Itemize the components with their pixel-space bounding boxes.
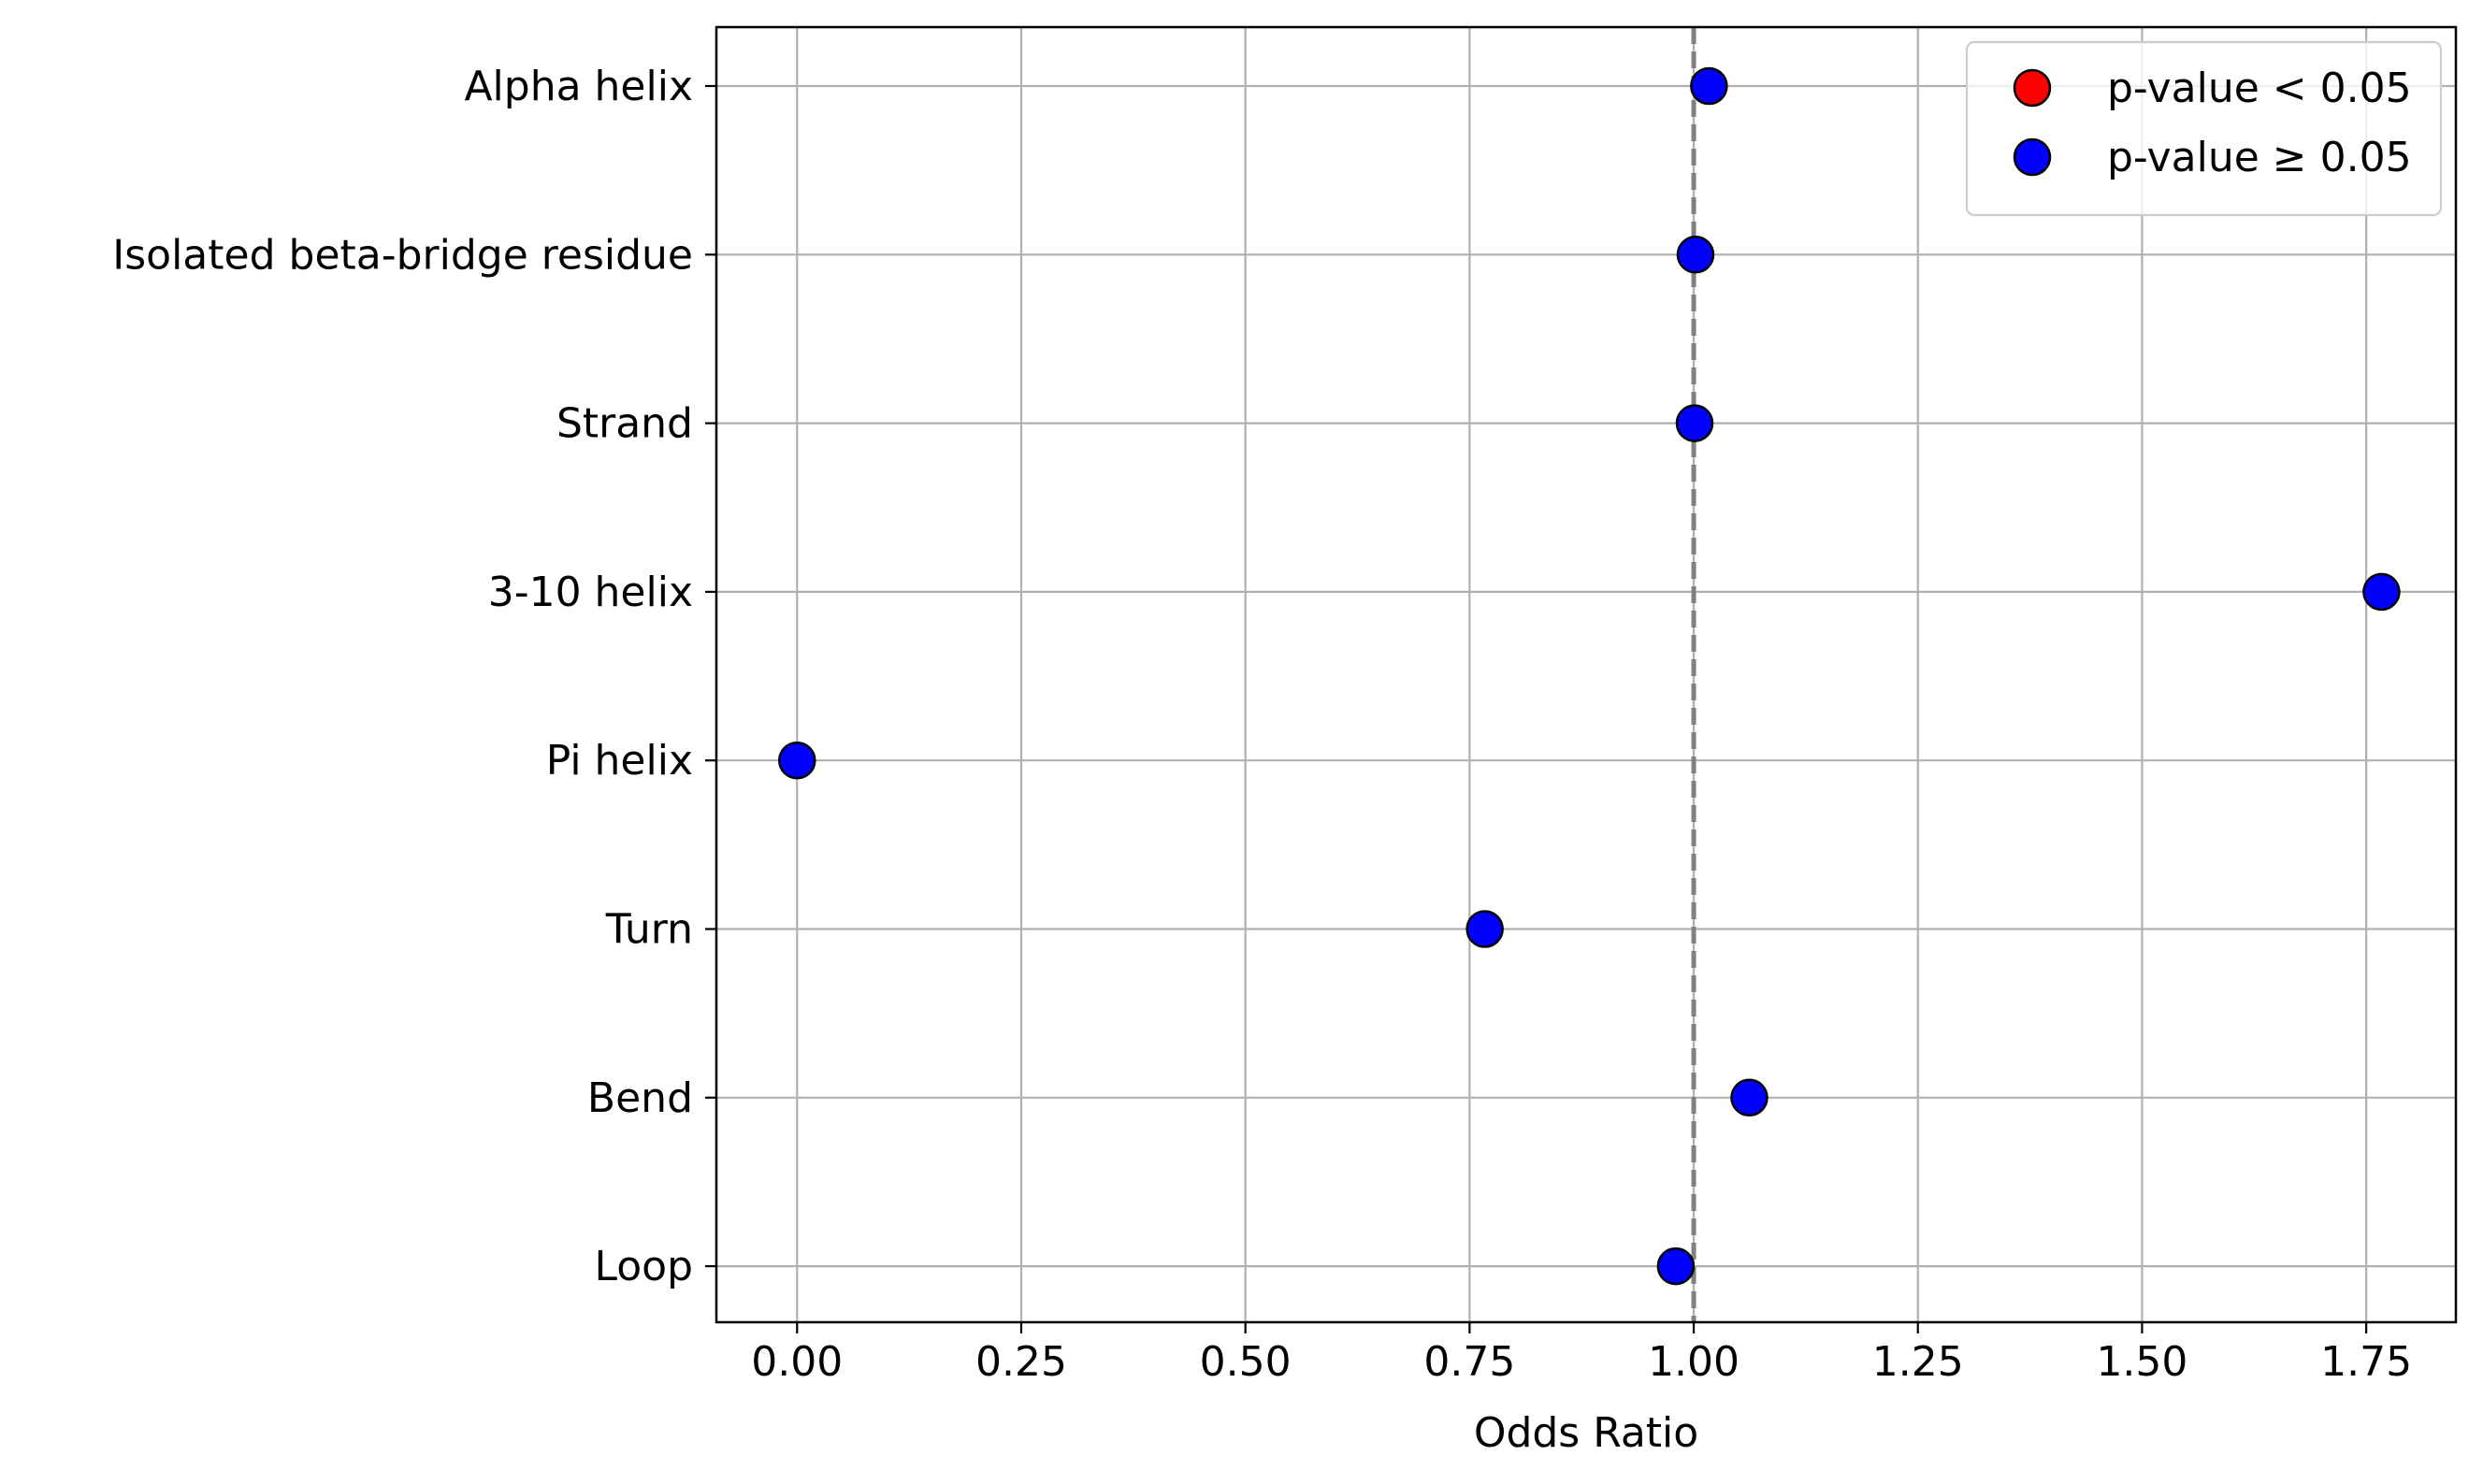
data-point (1656, 1246, 1696, 1286)
x-tick-label: 1.00 (1648, 1338, 1740, 1386)
y-tick-label: 3-10 helix (488, 569, 693, 616)
x-tick-label: 0.50 (1200, 1338, 1292, 1386)
legend-label: p-value < 0.05 (2107, 65, 2412, 112)
data-point (1675, 404, 1714, 442)
data-point (1730, 1078, 1768, 1117)
data-points (778, 66, 2401, 1286)
y-tick-label: Pi helix (546, 737, 693, 785)
legend-label: p-value ≥ 0.05 (2107, 134, 2412, 181)
data-point (1676, 236, 1715, 274)
y-tick-label: Isolated beta-bridge residue (112, 231, 693, 279)
x-tick-label: 0.00 (751, 1338, 843, 1386)
y-tick-label: Loop (594, 1243, 693, 1290)
y-tick-label: Bend (587, 1074, 693, 1122)
x-axis-title: Odds Ratio (1474, 1409, 1698, 1457)
legend-marker (2013, 137, 2052, 177)
x-tick-label: 1.50 (2096, 1338, 2187, 1386)
y-tick-label: Strand (556, 400, 693, 448)
legend: p-value < 0.05 p-value ≥ 0.05 (1965, 40, 2443, 217)
plot-frame (715, 25, 2458, 1324)
x-tick-label: 0.75 (1423, 1338, 1515, 1386)
data-point (778, 741, 816, 780)
data-point (2362, 572, 2401, 612)
legend-marker (2013, 68, 2052, 108)
x-tick-label: 0.25 (975, 1338, 1067, 1386)
y-axis: Alpha helix Isolated beta-bridge residue S… (112, 63, 716, 1290)
y-tick-label: Turn (605, 906, 693, 954)
legend-box (1965, 40, 2443, 217)
x-tick-label: 1.75 (2320, 1338, 2412, 1386)
x-axis: 0.00 0.25 0.50 0.75 1.00 1.25 1.50 1.75 (751, 1322, 2412, 1386)
data-point (1465, 910, 1504, 948)
y-tick-label: Alpha helix (464, 63, 693, 110)
x-tick-label: 1.25 (1872, 1338, 1964, 1386)
data-point (1690, 66, 1728, 106)
